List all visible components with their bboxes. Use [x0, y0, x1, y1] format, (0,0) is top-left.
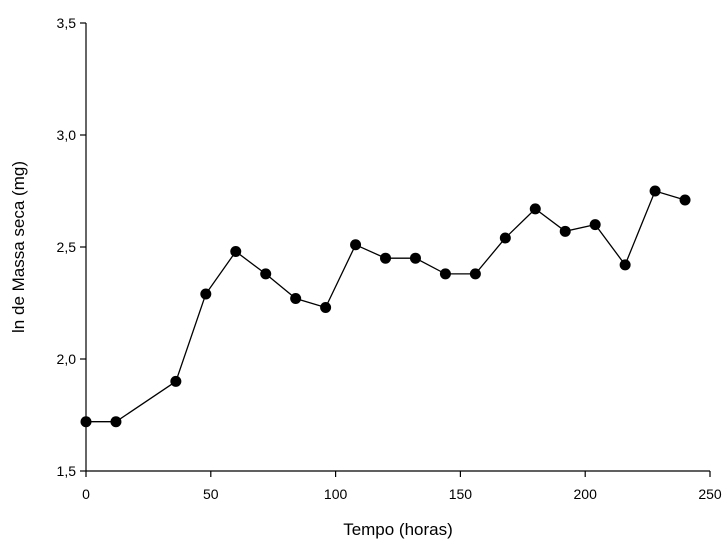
x-tick-label: 100: [324, 486, 348, 502]
y-axis-ticks: 1,5 2,0 2,5 3,0 3,5: [57, 15, 86, 479]
data-point: [350, 239, 362, 251]
x-axis-ticks: 0 50 100 150 200 250: [82, 471, 722, 502]
data-point: [380, 252, 392, 264]
data-point: [439, 268, 451, 280]
x-tick-label: 0: [82, 486, 90, 502]
data-point: [260, 268, 272, 280]
y-tick-label: 2,0: [57, 351, 77, 367]
data-point: [649, 185, 661, 197]
y-tick-label: 3,5: [57, 15, 77, 31]
data-point: [589, 219, 601, 231]
data-point: [529, 203, 541, 215]
x-tick-label: 200: [574, 486, 598, 502]
data-point: [110, 416, 122, 428]
x-tick-label: 50: [203, 486, 219, 502]
x-tick-label: 150: [449, 486, 473, 502]
data-point: [80, 416, 92, 428]
y-tick-label: 3,0: [57, 127, 77, 143]
data-point: [409, 252, 421, 264]
y-tick-label: 1,5: [57, 463, 77, 479]
data-point: [559, 225, 571, 237]
data-series: [80, 185, 691, 428]
data-point: [320, 301, 332, 313]
data-point: [499, 232, 511, 244]
y-axis-label: ln de Massa seca (mg): [9, 161, 28, 333]
data-point: [469, 268, 481, 280]
data-point: [230, 245, 242, 257]
data-point: [200, 288, 212, 300]
y-tick-label: 2,5: [57, 239, 77, 255]
x-axis-label: Tempo (horas): [343, 520, 453, 539]
data-point: [170, 375, 182, 387]
data-point: [290, 293, 302, 305]
axes: [85, 23, 710, 472]
data-point: [619, 259, 631, 271]
data-point: [679, 194, 691, 206]
x-tick-label: 250: [698, 486, 722, 502]
